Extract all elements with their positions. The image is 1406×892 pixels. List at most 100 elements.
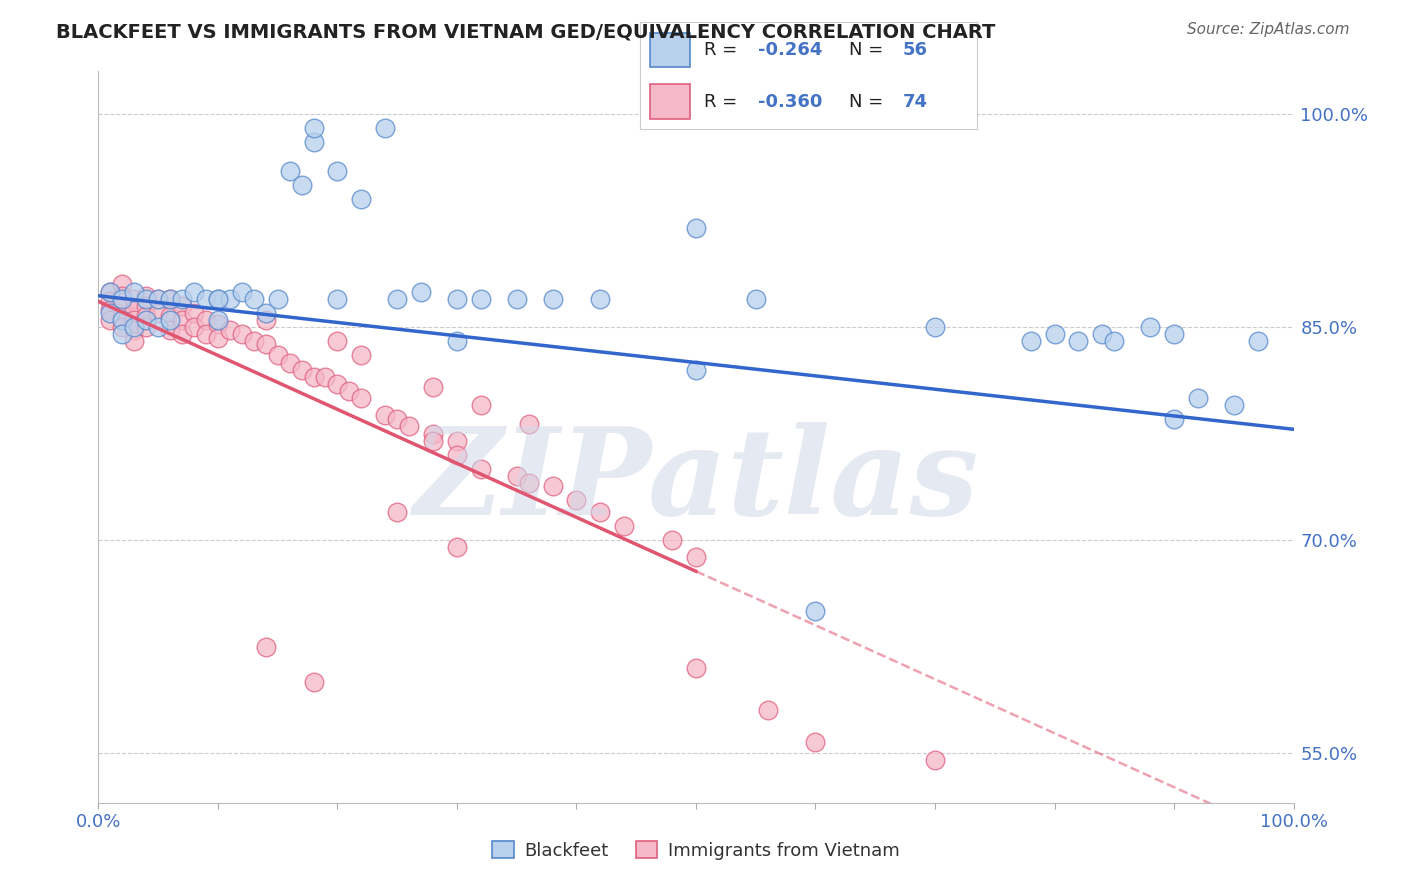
Point — [172, 299, 194, 313]
Point — [135, 289, 157, 303]
Point — [267, 348, 290, 362]
Point — [159, 292, 181, 306]
Point — [124, 334, 146, 349]
Point — [195, 313, 218, 327]
Point — [506, 292, 529, 306]
Point — [1223, 398, 1246, 412]
Point — [159, 313, 181, 327]
Point — [172, 313, 194, 327]
Point — [124, 313, 146, 327]
Point — [254, 306, 277, 320]
Point — [446, 540, 468, 554]
FancyBboxPatch shape — [650, 85, 690, 119]
Point — [98, 302, 122, 317]
Point — [207, 292, 229, 306]
Text: -0.264: -0.264 — [758, 41, 823, 59]
Point — [1187, 391, 1209, 405]
Point — [124, 323, 146, 337]
Point — [446, 292, 468, 306]
Point — [243, 292, 266, 306]
Point — [243, 334, 266, 349]
Point — [326, 163, 349, 178]
Point — [124, 320, 146, 334]
Text: R =: R = — [704, 41, 742, 59]
Point — [183, 285, 205, 299]
Point — [111, 327, 134, 342]
Point — [195, 292, 218, 306]
Point — [195, 327, 218, 342]
Point — [111, 313, 134, 327]
Point — [422, 434, 444, 448]
Point — [541, 292, 564, 306]
Point — [148, 320, 170, 334]
Point — [411, 285, 433, 299]
Point — [685, 362, 707, 376]
Point — [685, 220, 707, 235]
Point — [98, 306, 122, 320]
Point — [1139, 320, 1161, 334]
Point — [172, 327, 194, 342]
Point — [207, 331, 229, 345]
Point — [148, 292, 170, 306]
Point — [326, 292, 349, 306]
Point — [804, 604, 827, 618]
Point — [254, 337, 277, 351]
Point — [278, 355, 301, 369]
Point — [124, 292, 146, 306]
Point — [517, 417, 540, 431]
Point — [446, 448, 468, 462]
Point — [315, 369, 337, 384]
Text: N =: N = — [849, 41, 889, 59]
Point — [124, 302, 146, 317]
Point — [385, 292, 409, 306]
Point — [111, 292, 134, 306]
Point — [924, 320, 946, 334]
Point — [470, 292, 492, 306]
Point — [254, 640, 277, 654]
Point — [135, 309, 157, 323]
Point — [278, 163, 301, 178]
Point — [470, 398, 492, 412]
Point — [98, 313, 122, 327]
Text: -0.360: -0.360 — [758, 93, 823, 111]
Point — [374, 408, 396, 422]
Point — [1247, 334, 1270, 349]
Point — [111, 309, 134, 323]
Point — [326, 376, 349, 391]
Point — [291, 178, 314, 192]
Point — [159, 292, 181, 306]
Point — [148, 306, 170, 320]
Point — [111, 320, 134, 334]
Point — [267, 292, 290, 306]
Point — [219, 292, 242, 306]
Point — [385, 412, 409, 426]
Point — [135, 299, 157, 313]
FancyBboxPatch shape — [650, 33, 690, 67]
Point — [183, 320, 205, 334]
Text: Source: ZipAtlas.com: Source: ZipAtlas.com — [1187, 22, 1350, 37]
Point — [172, 292, 194, 306]
Point — [506, 469, 529, 483]
Point — [446, 334, 468, 349]
Point — [541, 479, 564, 493]
Point — [124, 285, 146, 299]
Text: R =: R = — [704, 93, 742, 111]
Point — [385, 505, 409, 519]
Point — [685, 550, 707, 565]
Legend: Blackfeet, Immigrants from Vietnam: Blackfeet, Immigrants from Vietnam — [485, 834, 907, 867]
Point — [350, 192, 373, 206]
Point — [98, 285, 122, 299]
Text: ZIPatlas: ZIPatlas — [413, 422, 979, 541]
Text: BLACKFEET VS IMMIGRANTS FROM VIETNAM GED/EQUIVALENCY CORRELATION CHART: BLACKFEET VS IMMIGRANTS FROM VIETNAM GED… — [56, 22, 995, 41]
Point — [302, 369, 325, 384]
Point — [1019, 334, 1042, 349]
Point — [422, 426, 444, 441]
Point — [302, 121, 325, 136]
Point — [1043, 327, 1066, 342]
Point — [661, 533, 683, 547]
Point — [302, 136, 325, 150]
Point — [111, 299, 134, 313]
Point — [589, 292, 612, 306]
Point — [1067, 334, 1090, 349]
Point — [111, 289, 134, 303]
